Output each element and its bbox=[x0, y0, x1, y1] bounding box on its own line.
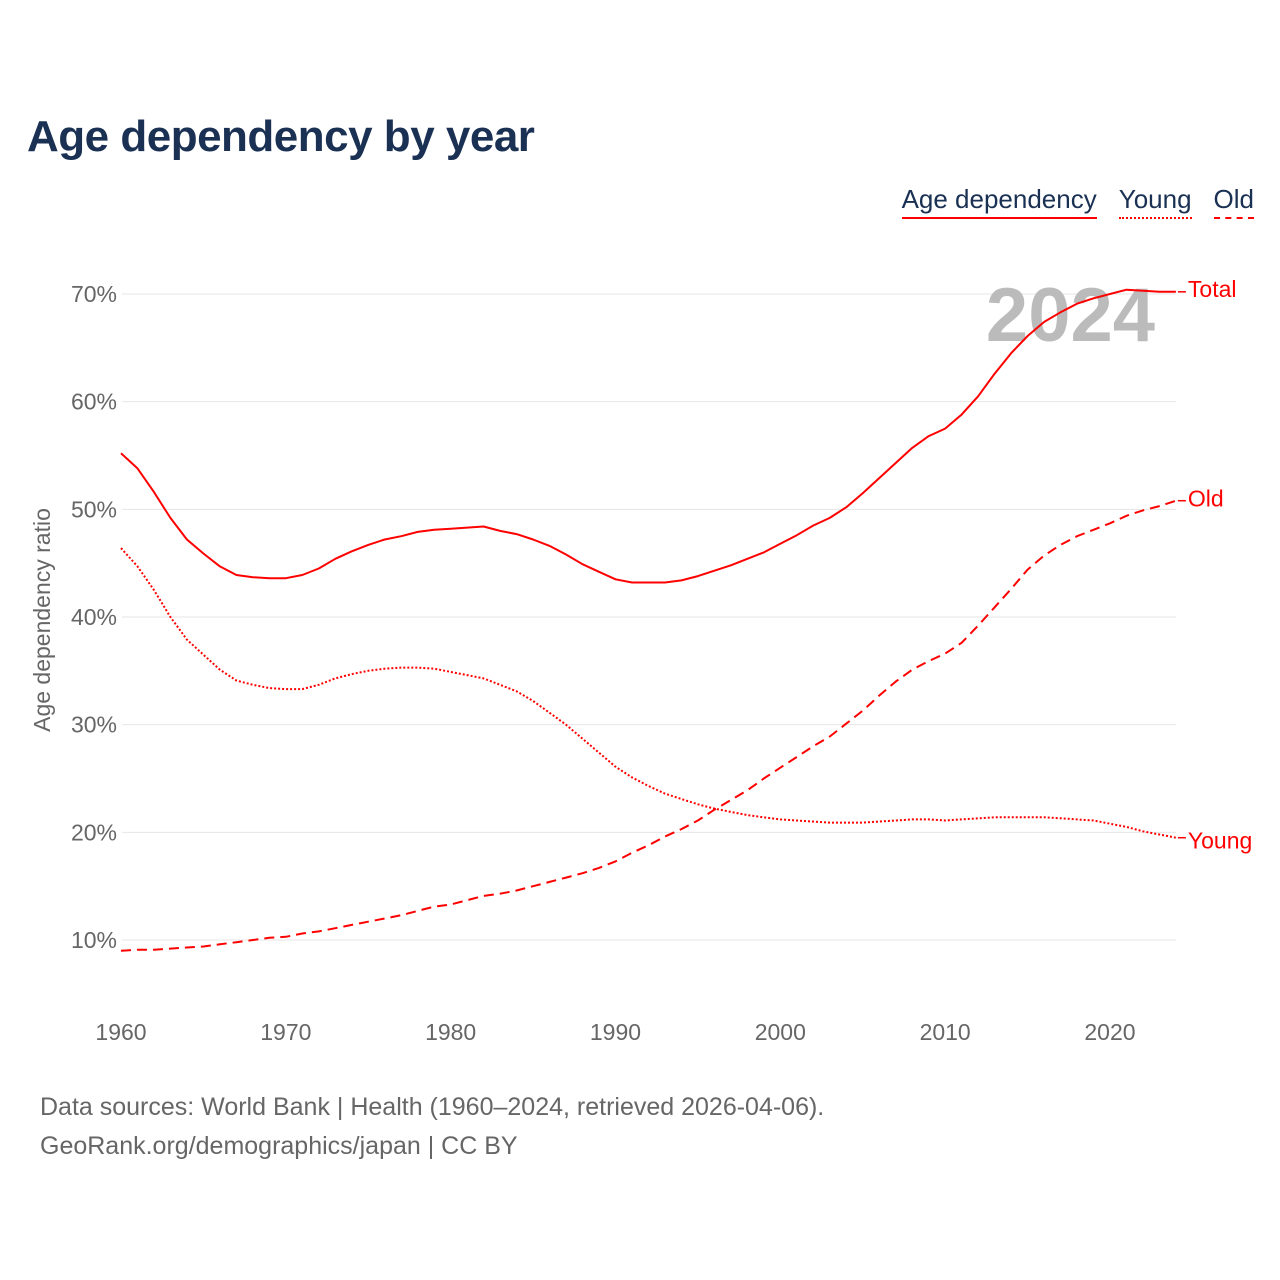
y-tick-label: 40% bbox=[71, 604, 117, 630]
footer: Data sources: World Bank | Health (1960–… bbox=[40, 1088, 824, 1166]
series-line-young bbox=[120, 547, 1177, 839]
y-tick-label: 10% bbox=[71, 927, 117, 953]
x-tick-label: 2010 bbox=[920, 1019, 971, 1045]
end-label-total: Total bbox=[1188, 276, 1237, 302]
x-tick-label: 1960 bbox=[95, 1019, 146, 1045]
x-tick-label: 2000 bbox=[755, 1019, 806, 1045]
data-source-text: Data sources: World Bank | Health (1960–… bbox=[40, 1093, 825, 1121]
legend-item-young[interactable]: Young bbox=[1118, 184, 1192, 219]
legend: Age dependency Young Old bbox=[901, 184, 1254, 219]
y-tick-label: 20% bbox=[71, 819, 117, 845]
y-tick-label: 50% bbox=[71, 496, 117, 522]
legend-item-age-dependency[interactable]: Age dependency bbox=[901, 184, 1097, 219]
x-tick-label: 2020 bbox=[1084, 1019, 1135, 1045]
series-line-total bbox=[120, 288, 1176, 584]
x-axis: 1960 1970 1980 1990 2000 2010 2020 bbox=[95, 1019, 1135, 1045]
series-end-labels: Total Young Old bbox=[1177, 276, 1252, 854]
series-line-old bbox=[120, 499, 1177, 952]
x-tick-label: 1980 bbox=[425, 1019, 476, 1045]
chart-title: Age dependency by year bbox=[27, 112, 535, 161]
series-lines bbox=[120, 288, 1177, 952]
x-tick-label: 1990 bbox=[590, 1019, 641, 1045]
y-axis-label: Age dependency ratio bbox=[29, 508, 55, 732]
x-tick-label: 1970 bbox=[260, 1019, 311, 1045]
y-tick-label: 30% bbox=[71, 712, 117, 738]
gridlines bbox=[122, 293, 1176, 941]
legend-item-old[interactable]: Old bbox=[1213, 184, 1254, 219]
attribution-link[interactable]: GeoRank.org/demographics/japan | CC BY bbox=[40, 1132, 518, 1160]
end-label-young: Young bbox=[1188, 828, 1252, 854]
y-tick-label: 60% bbox=[71, 389, 117, 415]
year-label: 2024 bbox=[986, 273, 1155, 358]
y-axis: 10% 20% 30% 40% 50% 60% 70% bbox=[71, 281, 117, 953]
y-tick-label: 70% bbox=[71, 281, 117, 307]
end-label-old: Old bbox=[1188, 486, 1224, 512]
